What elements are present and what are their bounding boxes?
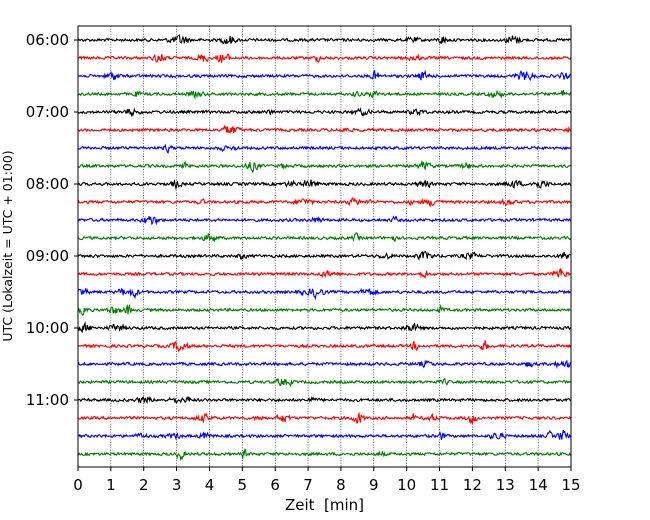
seismic-trace-12: [77, 232, 572, 243]
y-tick-label-06:00: 06:00: [26, 31, 69, 49]
x-tick-label-9: 9: [369, 476, 379, 494]
x-tick-label-8: 8: [336, 476, 346, 494]
seismic-traces: [77, 34, 572, 462]
y-axis: 06:00 07:00 08:00 09:00 10:00 11:00: [26, 31, 78, 409]
seismic-trace-16: [77, 303, 572, 316]
seismic-trace-4: [77, 89, 572, 100]
y-tick-label-07:00: 07:00: [26, 103, 69, 121]
seismic-trace-2: [77, 53, 572, 63]
seismic-trace-13: [77, 250, 572, 261]
seismic-trace-1: [77, 34, 572, 45]
y-tick-label-11:00: 11:00: [26, 391, 69, 409]
seismic-trace-17: [77, 321, 572, 334]
seismic-trace-22: [77, 411, 572, 425]
x-tick-label-0: 0: [73, 476, 83, 494]
grid-lines: [110, 26, 539, 467]
y-tick-label-09:00: 09:00: [26, 247, 69, 265]
seismic-trace-10: [77, 196, 572, 208]
seismic-trace-7: [77, 143, 572, 154]
seismic-trace-19: [77, 359, 572, 369]
seismic-trace-15: [77, 287, 572, 301]
x-tick-label-13: 13: [496, 476, 515, 494]
x-tick-label-15: 15: [561, 476, 580, 494]
y-tick-label-10:00: 10:00: [26, 319, 69, 337]
seismic-trace-21: [77, 395, 572, 405]
seismic-trace-23: [77, 429, 572, 441]
seismic-trace-5: [77, 106, 572, 118]
seismic-trace-8: [77, 160, 572, 174]
seismic-trace-11: [77, 215, 572, 226]
seismic-trace-24: [77, 448, 572, 462]
x-tick-label-14: 14: [529, 476, 548, 494]
x-tick-label-1: 1: [106, 476, 116, 494]
x-tick-label-7: 7: [303, 476, 313, 494]
seismic-trace-18: [77, 340, 572, 353]
plot-frame: [77, 25, 572, 468]
x-axis-label: Zeit [min]: [285, 496, 364, 514]
seismic-trace-14: [77, 268, 572, 279]
x-axis: 0 1 2 3 4 5 6 7 8 9 10 11 12 13 14 15: [73, 467, 581, 494]
x-tick-label-12: 12: [463, 476, 482, 494]
seismic-trace-3: [77, 69, 572, 82]
x-tick-label-3: 3: [172, 476, 182, 494]
seismic-trace-20: [77, 377, 572, 388]
y-axis-label: UTC (Lokalzeit = UTC + 01:00): [0, 150, 15, 341]
x-tick-label-11: 11: [430, 476, 449, 494]
x-tick-label-4: 4: [205, 476, 215, 494]
x-tick-label-5: 5: [238, 476, 248, 494]
x-tick-label-2: 2: [139, 476, 149, 494]
x-tick-label-10: 10: [397, 476, 416, 494]
x-tick-label-6: 6: [270, 476, 280, 494]
y-tick-label-08:00: 08:00: [26, 175, 69, 193]
seismic-trace-9: [77, 178, 572, 191]
seismic-trace-6: [77, 124, 572, 134]
